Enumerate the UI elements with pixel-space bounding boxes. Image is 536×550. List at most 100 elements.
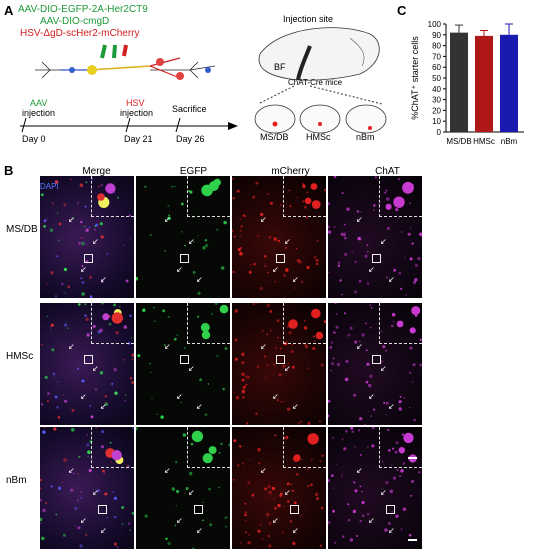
bf-label: BF — [274, 62, 286, 72]
arrow-marker: ↙ — [164, 215, 171, 224]
arrow-marker: ↙ — [380, 237, 387, 246]
zoom-inset — [91, 303, 134, 344]
micrograph-hmsc-merge: ↙ ↙ ↙ ↙ — [40, 303, 134, 425]
aav-label: AAV — [30, 98, 48, 108]
arrow-marker: ↙ — [388, 275, 395, 284]
neuron-circuit-schematic — [35, 44, 216, 80]
arrow-marker: ↙ — [188, 488, 195, 497]
row-label-msdb: MS/DB — [6, 224, 38, 235]
roi-box — [84, 355, 93, 364]
arrow-marker: ↙ — [368, 516, 375, 525]
roi-box — [276, 355, 285, 364]
brain-schematic — [254, 27, 387, 134]
arrow-marker: ↙ — [196, 402, 203, 411]
row-label-nbm: nBm — [6, 475, 27, 486]
region-label-msdb: MS/DB — [260, 132, 289, 142]
arrow-marker: ↙ — [176, 516, 183, 525]
roi-box — [276, 254, 285, 263]
zoom-inset — [91, 427, 134, 468]
row-label-hmsc: HMSc — [6, 351, 34, 362]
bar-msdb — [450, 32, 468, 132]
arrow-marker: ↙ — [196, 526, 203, 535]
arrow-marker: ↙ — [92, 488, 99, 497]
sacrifice-label: Sacrifice — [172, 104, 207, 114]
arrow-marker: ↙ — [164, 342, 171, 351]
region-label-nbm: nBm — [356, 132, 375, 142]
column-title-merge: Merge — [82, 166, 111, 177]
chat-cre-mice-label: ChAT-Cre mice — [288, 78, 343, 87]
cell-speckles — [40, 177, 131, 298]
column-title-mcherry: mCherry — [271, 166, 310, 177]
arrow-marker: ↙ — [356, 466, 363, 475]
virus-line-3: HSV-ΔgD-scHer2-mCherry — [20, 28, 140, 39]
arrow-marker: ↙ — [284, 364, 291, 373]
arrow-marker: ↙ — [292, 526, 299, 535]
arrow-marker: ↙ — [272, 265, 279, 274]
zoom-inset — [283, 427, 326, 468]
y-tick-label: 80 — [432, 42, 441, 51]
cell-speckles — [232, 433, 324, 548]
zoom-inset — [91, 176, 134, 217]
y-tick-label: 90 — [432, 31, 441, 40]
arrow-marker: ↙ — [380, 488, 387, 497]
zoom-inset — [379, 303, 422, 344]
arrow-marker: ↙ — [356, 215, 363, 224]
arrow-marker: ↙ — [284, 488, 291, 497]
arrow-marker: ↙ — [260, 466, 267, 475]
arrow-marker: ↙ — [80, 265, 87, 274]
arrow-marker: ↙ — [68, 342, 75, 351]
arrow-marker: ↙ — [272, 392, 279, 401]
arrow-marker: ↙ — [380, 364, 387, 373]
bar-nbm — [500, 34, 518, 132]
y-tick-label: 100 — [428, 20, 442, 29]
cell-speckles — [328, 303, 422, 425]
roi-box — [180, 254, 189, 263]
hsv-injection-label: injection — [120, 108, 154, 118]
arrow-marker: ↙ — [292, 275, 299, 284]
arrow-marker: ↙ — [68, 215, 75, 224]
column-title-chat: ChAT — [375, 166, 400, 177]
virus-line-2: AAV-DIO-cmgD — [40, 16, 110, 27]
zoom-inset — [283, 176, 326, 217]
x-tick-label: HMSc — [473, 137, 495, 146]
y-tick-label: 20 — [432, 106, 441, 115]
y-tick-label: 40 — [432, 85, 441, 94]
y-tick-label: 10 — [432, 117, 441, 126]
zoom-inset — [187, 427, 230, 468]
x-tick-label: MS/DB — [446, 137, 471, 146]
timeline-arrow — [20, 117, 238, 133]
y-tick-label: 0 — [437, 128, 442, 137]
y-axis-label: %ChAT⁺ starter cells — [410, 36, 420, 120]
arrow-marker: ↙ — [100, 526, 107, 535]
arrow-marker: ↙ — [100, 402, 107, 411]
panel-letter-c: C — [397, 3, 407, 18]
bar-hmsc — [475, 35, 493, 132]
day-0-label: Day 0 — [22, 134, 46, 144]
cell-speckles — [328, 176, 422, 296]
arrow-marker: ↙ — [100, 275, 107, 284]
arrow-marker: ↙ — [188, 237, 195, 246]
roi-box — [194, 505, 203, 514]
x-tick-label: nBm — [501, 137, 518, 146]
cell-speckles — [136, 178, 227, 295]
micrograph-hmsc-mcherry: ↙ ↙ ↙ ↙ — [232, 303, 326, 425]
zoom-inset — [187, 303, 230, 344]
arrow-marker: ↙ — [176, 265, 183, 274]
arrow-marker: ↙ — [284, 237, 291, 246]
y-tick-label: 30 — [432, 96, 441, 105]
micrograph-nbm-mcherry: ↙ ↙ ↙ ↙ — [232, 427, 326, 549]
arrow-marker: ↙ — [292, 402, 299, 411]
roi-box — [290, 505, 299, 514]
micrograph-nbm-merge: ↙ ↙ ↙ ↙ — [40, 427, 134, 549]
cell-speckles — [233, 303, 326, 425]
zoom-inset — [379, 427, 422, 468]
micrograph-hmsc-chat: ↙ ↙ ↙ ↙ — [328, 303, 422, 425]
cell-speckles — [136, 427, 230, 549]
micrograph-hmsc-egfp: ↙ ↙ ↙ ↙ — [136, 303, 230, 425]
cell-speckles — [232, 177, 326, 291]
zoom-inset — [187, 176, 230, 217]
arrow-marker: ↙ — [260, 215, 267, 224]
cell-speckles — [40, 427, 134, 548]
micrograph-nbm-chat: ↙ ↙ ↙ ↙ — [328, 427, 422, 549]
